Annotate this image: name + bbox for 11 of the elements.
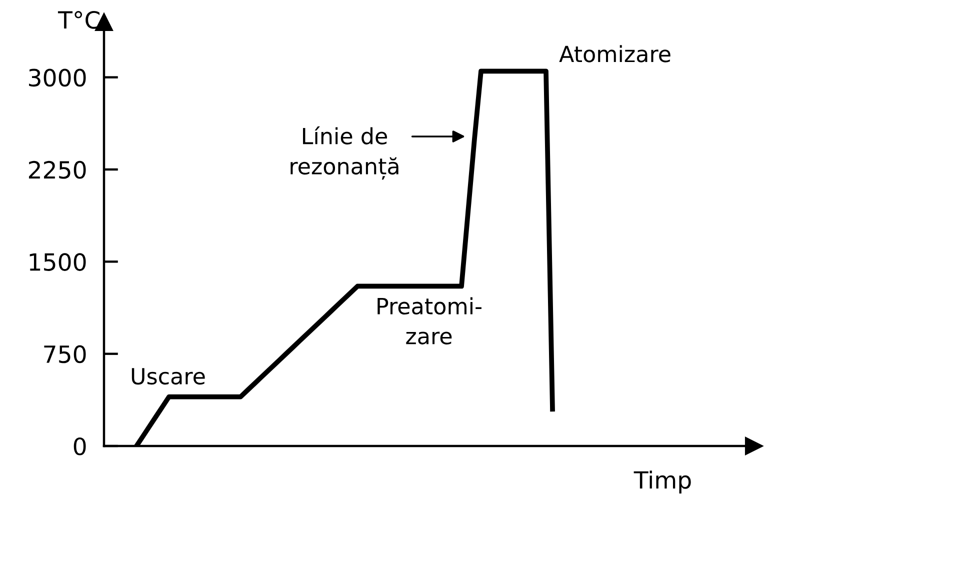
y-tick-label: 0 — [74, 437, 86, 456]
x-axis-title: Timp — [634, 470, 691, 494]
y-tick-label: 2250 — [28, 160, 86, 179]
y-tick-label: 3000 — [29, 68, 86, 87]
annotation: Uscare — [132, 368, 205, 385]
y-axis-title: T°C — [58, 10, 100, 29]
annotation: Línie de rezonanță — [290, 126, 398, 180]
annotation: Preatomi- zare — [378, 297, 482, 344]
y-tick-label: 750 — [44, 345, 86, 364]
y-tick-label: 1500 — [30, 253, 86, 271]
text: Atomizare — [559, 45, 670, 62]
